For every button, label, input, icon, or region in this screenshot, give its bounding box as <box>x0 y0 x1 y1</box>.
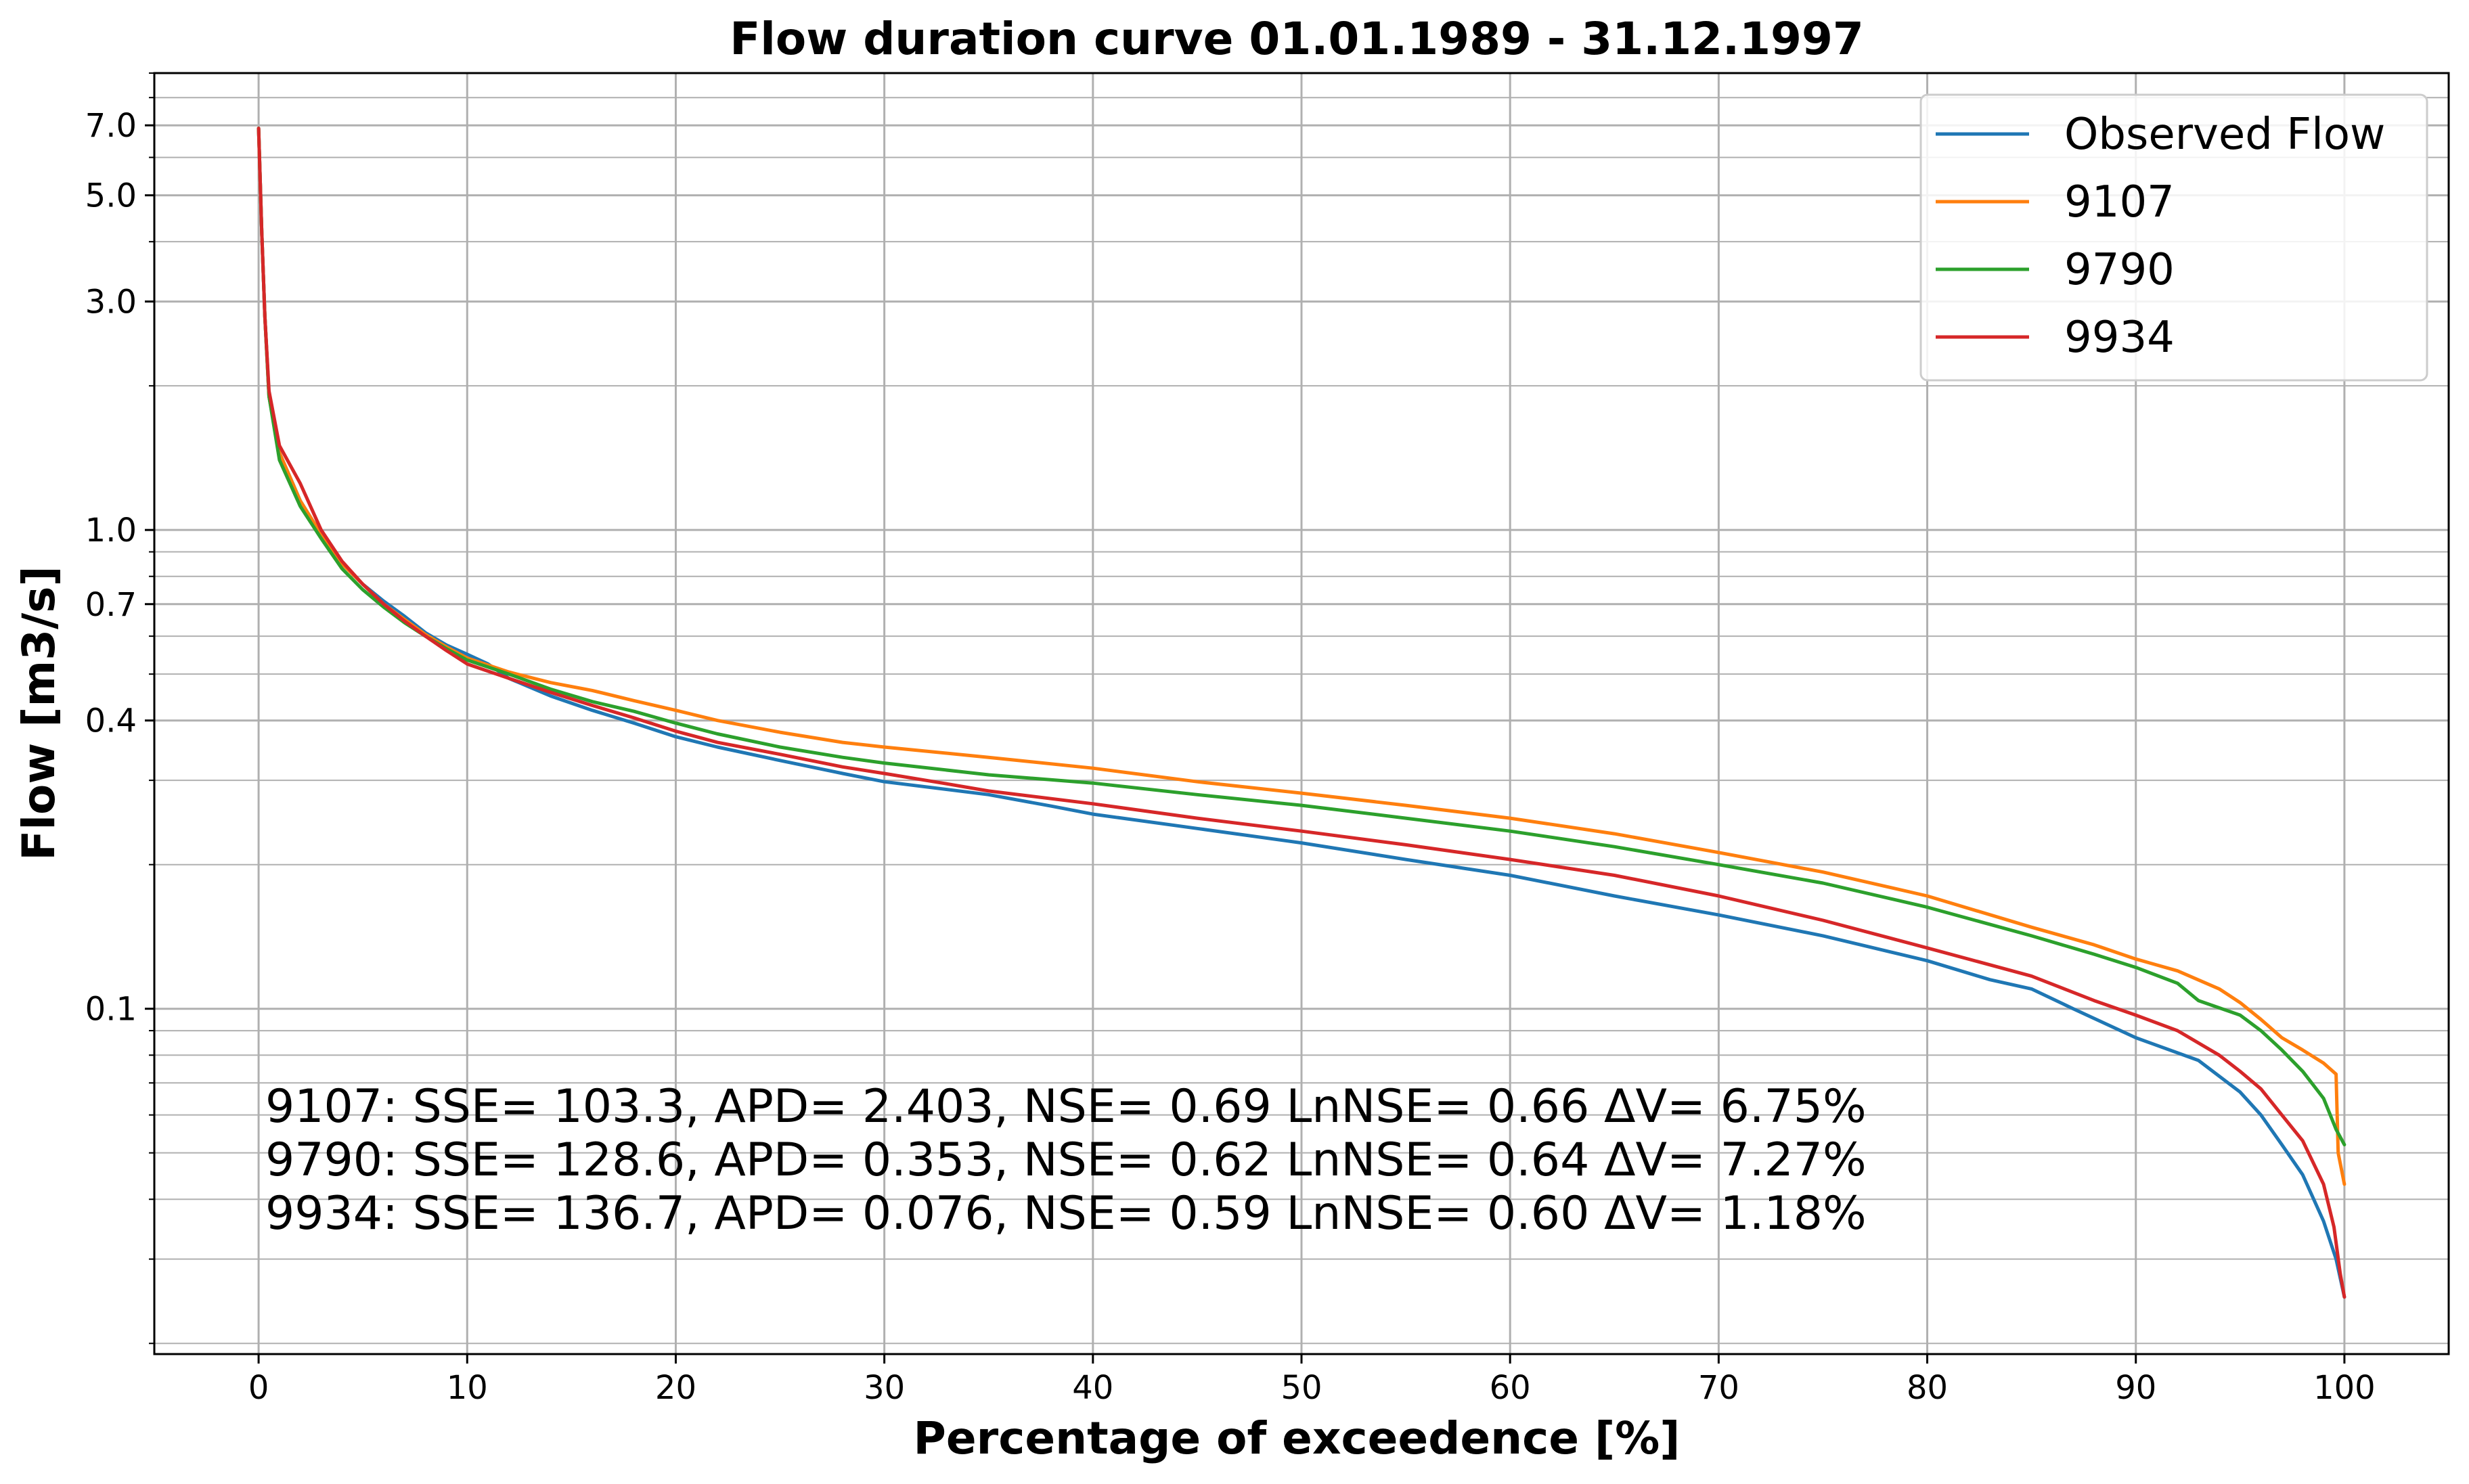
x-tick-label: 60 <box>1490 1369 1531 1407</box>
series-layer <box>257 127 2346 1299</box>
x-tick-label: 0 <box>248 1369 269 1407</box>
series-line-4 <box>257 127 2346 1299</box>
legend-frame <box>1919 93 2428 382</box>
x-tick-label: 20 <box>655 1369 696 1407</box>
legend-label: 9790 <box>2064 245 2175 295</box>
legend-entries: Observed Flow 9107 9790 9934 <box>1936 110 2385 363</box>
legend: Observed Flow 9107 9790 9934 <box>1919 93 2428 382</box>
y-tick-label: 3.0 <box>85 284 137 321</box>
x-tick-label: 70 <box>1698 1369 1739 1407</box>
chart-title: Flow duration curve 01.01.1989 - 31.12.1… <box>730 13 1864 65</box>
legend-label: 9107 <box>2064 177 2175 227</box>
y-tick-label: 0.1 <box>85 991 137 1029</box>
x-axis-label: Percentage of exceedence [%] <box>914 1412 1681 1464</box>
y-tick-label: 0.4 <box>85 702 137 740</box>
x-tick-label: 50 <box>1281 1369 1322 1407</box>
x-tick-label: 10 <box>447 1369 488 1407</box>
y-tick-label: 0.7 <box>85 586 137 624</box>
y-tick-label: 1.0 <box>85 512 137 549</box>
y-tick-label: 5.0 <box>85 177 137 215</box>
x-tick-label: 30 <box>864 1369 905 1407</box>
series-line-3 <box>257 127 2346 1147</box>
metrics-line: 9934: SSE= 136.7, APD= 0.076, NSE= 0.59 … <box>265 1187 1867 1240</box>
legend-label: 9934 <box>2064 313 2175 363</box>
x-tick-label: 80 <box>1907 1369 1948 1407</box>
metrics-line: 9107: SSE= 103.3, APD= 2.403, NSE= 0.69 … <box>265 1080 1867 1133</box>
metrics-line: 9790: SSE= 128.6, APD= 0.353, NSE= 0.62 … <box>265 1133 1867 1187</box>
x-tick-label: 100 <box>2313 1369 2376 1407</box>
legend-label: Observed Flow <box>2064 110 2385 160</box>
y-tick-label: 7.0 <box>85 107 137 145</box>
x-tick-label: 40 <box>1072 1369 1113 1407</box>
ticks-layer: 0 10 20 30 40 50 60 70 80 90 100 0.1 0.4 0.7 1.0 3.0 5.0… <box>85 72 2376 1407</box>
x-tick-label: 90 <box>2115 1369 2156 1407</box>
metrics-annotation: 9107: SSE= 103.3, APD= 2.403, NSE= 0.69 … <box>265 1080 1867 1240</box>
y-axis-label: Flow [m3/s] <box>13 566 65 860</box>
